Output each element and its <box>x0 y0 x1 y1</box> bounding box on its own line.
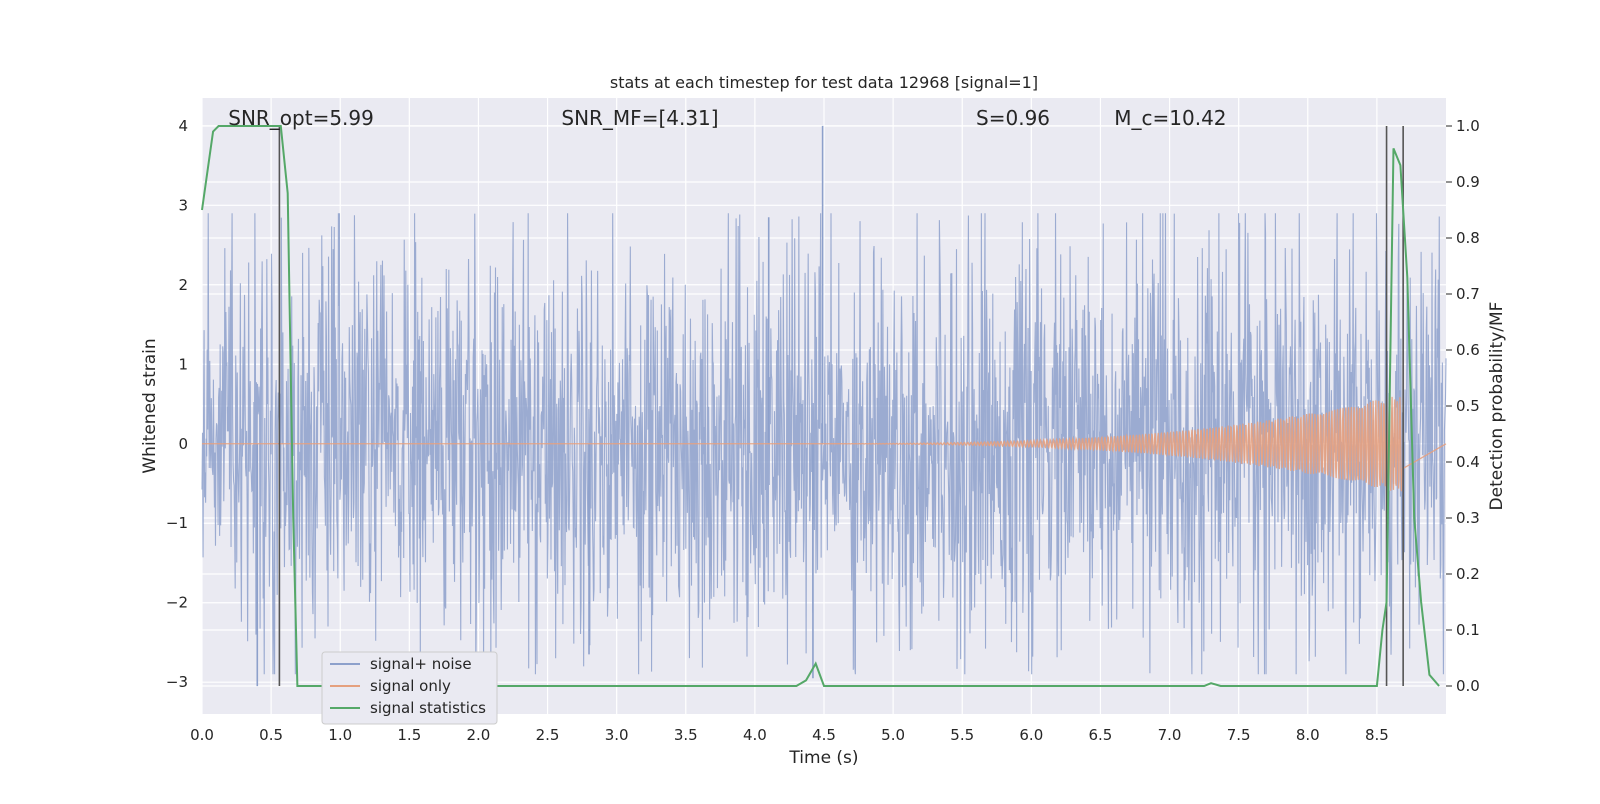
series-signal-plus-noise <box>201 125 1447 687</box>
x-tick-label: 8.5 <box>1365 726 1389 744</box>
y2-tick-label: 0.8 <box>1456 229 1480 247</box>
y-tick-label: 3 <box>178 196 188 214</box>
x-tick-label: 5.0 <box>881 726 905 744</box>
annotation-text: M_c=10.42 <box>1114 106 1226 130</box>
y2-tick-label: 0.4 <box>1456 453 1480 471</box>
series-signal-statistics <box>201 125 1440 687</box>
y2-tick-label: 0.6 <box>1456 341 1480 359</box>
x-tick-label: 2.0 <box>467 726 491 744</box>
signal-only-line <box>201 396 1447 492</box>
series-signal-only <box>201 396 1447 492</box>
legend-label-signal-only: signal only <box>370 677 451 695</box>
y-tick-label: −1 <box>166 514 188 532</box>
x-tick-label: 3.5 <box>674 726 698 744</box>
y-tick-labels: −3 −2 −1 0 1 2 3 4 <box>166 117 188 691</box>
y2-tick-label: 0.0 <box>1456 677 1480 695</box>
signal-statistics-line <box>201 125 1440 687</box>
annotation-text: S=0.96 <box>976 106 1050 130</box>
x-tick-label: 4.5 <box>812 726 836 744</box>
y2-axis-label: Detection probability/MF <box>1487 302 1507 511</box>
x-tick-label: 2.5 <box>536 726 560 744</box>
annotation-text: SNR_MF=[4.31] <box>561 106 718 130</box>
x-tick-labels: 0.0 0.5 1.0 1.5 2.0 2.5 3.0 3.5 4.0 4.5 5.0 5.5 6.0 6… <box>190 726 1389 744</box>
y2-tick-label: 0.2 <box>1456 565 1480 583</box>
legend-label-signal-plus-noise: signal+ noise <box>370 655 472 673</box>
y2-tick-label: 0.1 <box>1456 621 1480 639</box>
x-tick-label: 4.0 <box>743 726 767 744</box>
y2-tick-label: 0.9 <box>1456 173 1480 191</box>
y-axis-label: Whitened strain <box>140 338 160 473</box>
y2-tick-label: 1.0 <box>1456 117 1480 135</box>
x-tick-label: 8.0 <box>1296 726 1320 744</box>
legend-box <box>321 651 498 725</box>
y2-tick-labels: 0.0 0.1 0.2 0.3 0.4 0.5 0.6 0.7 0.8 0.9 1.0 <box>1456 117 1480 695</box>
x-tick-label: 5.5 <box>950 726 974 744</box>
x-tick-label: 3.0 <box>605 726 629 744</box>
y2-tick-label: 0.3 <box>1456 509 1480 527</box>
annotations: SNR_opt=5.99 SNR_MF=[4.31] S=0.96 M_c=10.42 <box>228 106 1226 130</box>
y-tick-label: −2 <box>166 594 188 612</box>
y-tick-label: −3 <box>166 673 188 691</box>
x-tick-label: 7.5 <box>1227 726 1251 744</box>
legend: signal+ noise signal only signal statist… <box>321 651 498 725</box>
legend-label-signal-statistics: signal statistics <box>370 699 486 717</box>
x-axis-label: Time (s) <box>788 748 858 768</box>
y2-tick-label: 0.7 <box>1456 285 1480 303</box>
y-tick-label: 4 <box>178 117 188 135</box>
signal-plus-noise-line <box>201 213 1447 675</box>
annotation-text: SNR_opt=5.99 <box>228 106 374 130</box>
y2-tick-label: 0.5 <box>1456 397 1480 415</box>
y-tick-label: 0 <box>178 435 188 453</box>
x-tick-label: 7.0 <box>1158 726 1182 744</box>
x-tick-label: 1.5 <box>397 726 421 744</box>
x-tick-label: 6.0 <box>1019 726 1043 744</box>
x-tick-label: 6.5 <box>1089 726 1113 744</box>
x-tick-label: 0.0 <box>190 726 214 744</box>
y-tick-label: 2 <box>178 276 188 294</box>
x-tick-label: 0.5 <box>259 726 283 744</box>
chart-title: stats at each timestep for test data 129… <box>610 73 1038 92</box>
y-tick-label: 1 <box>178 355 188 373</box>
x-tick-label: 1.0 <box>328 726 352 744</box>
